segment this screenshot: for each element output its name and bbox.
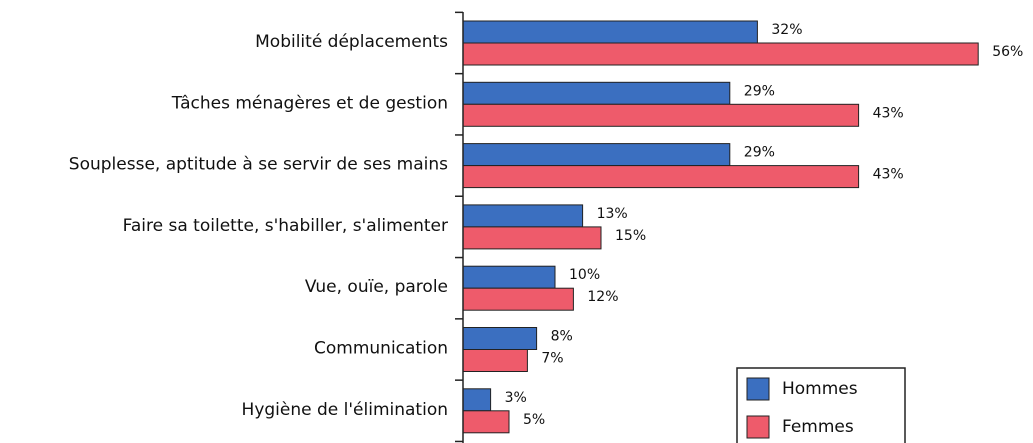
bar	[462, 349, 528, 372]
category-label: Mobilité déplacements	[255, 32, 448, 52]
legend-swatch	[746, 377, 770, 401]
value-label: 13%	[597, 206, 628, 222]
bar	[462, 388, 492, 412]
legend-label: Hommes	[782, 379, 858, 399]
value-label: 15%	[615, 228, 646, 244]
value-label: 29%	[744, 145, 775, 161]
value-label: 8%	[551, 329, 573, 345]
bar	[462, 287, 574, 311]
value-label: 43%	[873, 105, 904, 121]
value-label: 32%	[771, 22, 802, 38]
value-label: 3%	[505, 390, 527, 406]
bar	[462, 204, 584, 228]
value-label: 29%	[744, 83, 775, 99]
value-label: 12%	[587, 289, 618, 305]
value-label: 7%	[541, 351, 563, 367]
category-label: Faire sa toilette, s'habiller, s'aliment…	[123, 216, 448, 236]
bar	[462, 327, 538, 350]
value-label: 56%	[992, 44, 1023, 60]
bar	[462, 103, 860, 127]
bar	[462, 226, 602, 250]
category-label: Vue, ouïe, parole	[305, 277, 448, 297]
value-label: 5%	[523, 412, 545, 428]
legend-label: Femmes	[782, 417, 854, 437]
bar	[462, 81, 731, 105]
category-label: Hygiène de l'élimination	[242, 400, 448, 420]
legend-swatch	[746, 415, 770, 439]
category-label: Souplesse, aptitude à se servir de ses m…	[69, 155, 448, 175]
bar	[462, 42, 979, 66]
bar	[462, 143, 731, 167]
category-label: Tâches ménagères et de gestion	[171, 93, 448, 113]
category-label: Communication	[314, 339, 448, 359]
value-label: 10%	[569, 267, 600, 283]
value-label: 43%	[873, 167, 904, 183]
bar	[462, 20, 758, 44]
bar	[462, 410, 510, 434]
bar	[462, 265, 556, 289]
bar	[462, 165, 860, 189]
